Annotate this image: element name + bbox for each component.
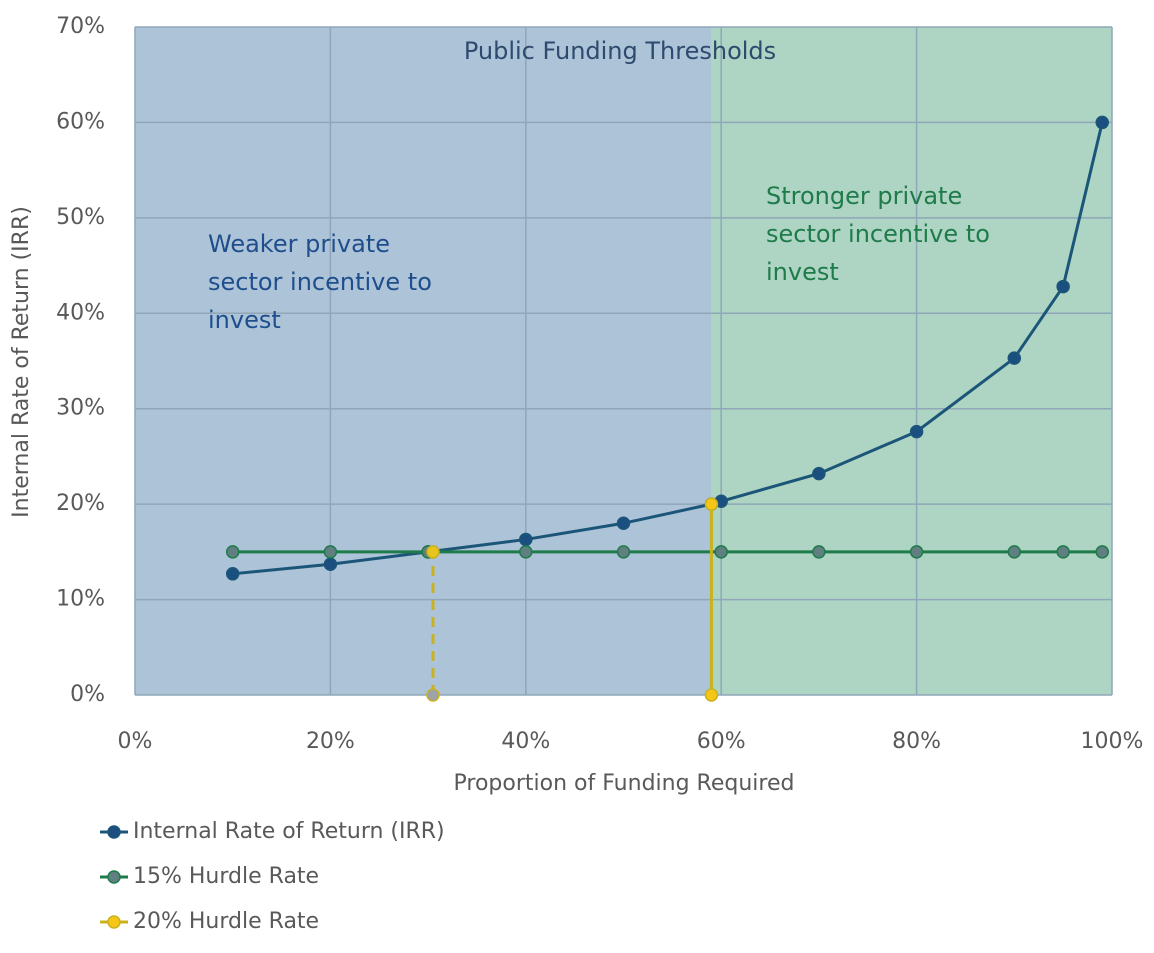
data-point: [426, 688, 440, 702]
y-tick-label: 0%: [70, 682, 105, 707]
y-tick-label: 20%: [56, 491, 105, 516]
legend-label: 15% Hurdle Rate: [133, 864, 319, 889]
x-tick-label: 80%: [892, 729, 941, 754]
data-point: [1095, 545, 1109, 559]
x-tick-label: 20%: [306, 729, 355, 754]
data-point: [1007, 545, 1022, 559]
legend-label: Internal Rate of Return (IRR): [133, 819, 445, 844]
y-tick-label: 30%: [56, 396, 105, 421]
legend-label: 20% Hurdle Rate: [133, 909, 319, 934]
y-tick-label: 70%: [56, 14, 105, 39]
data-point: [616, 545, 631, 559]
data-point: [714, 545, 728, 559]
annotation: Weaker private: [208, 230, 390, 258]
data-point: [909, 545, 924, 559]
data-point: [225, 567, 240, 581]
y-tick-label: 40%: [56, 300, 105, 325]
region: [135, 27, 712, 695]
data-point: [1007, 351, 1022, 365]
x-tick-label: 40%: [501, 729, 550, 754]
x-tick-label: 60%: [697, 729, 746, 754]
data-point: [812, 545, 826, 559]
data-point: [704, 688, 719, 702]
data-point: [1056, 279, 1070, 294]
y-tick-label: 60%: [56, 109, 105, 134]
data-point: [323, 557, 338, 572]
data-point: [1056, 545, 1070, 559]
annotation: invest: [766, 258, 839, 286]
data-point: [225, 545, 240, 559]
x-tick-label: 0%: [118, 729, 153, 754]
data-point: [519, 532, 533, 547]
data-point: [519, 545, 533, 559]
annotation: Stronger private: [766, 182, 962, 210]
y-tick-label: 50%: [56, 205, 105, 230]
annotation: Public Funding Thresholds: [464, 37, 776, 65]
data-point: [812, 466, 826, 481]
legend-marker: [107, 915, 121, 929]
data-point: [616, 516, 631, 530]
legend-marker: [107, 825, 121, 839]
x-axis-label: Proportion of Funding Required: [454, 771, 795, 796]
data-point: [426, 545, 440, 559]
legend-marker: [107, 870, 121, 884]
data-point: [909, 424, 924, 439]
data-point: [1095, 115, 1109, 130]
x-tick-label: 100%: [1081, 729, 1144, 754]
annotation: sector incentive to: [208, 268, 432, 296]
y-axis-label: Internal Rate of Return (IRR): [9, 206, 34, 518]
annotation: sector incentive to: [766, 220, 990, 248]
data-point: [704, 497, 719, 511]
data-point: [323, 545, 338, 559]
y-tick-label: 10%: [56, 587, 105, 612]
annotation: invest: [208, 306, 281, 334]
region: [711, 27, 1112, 695]
